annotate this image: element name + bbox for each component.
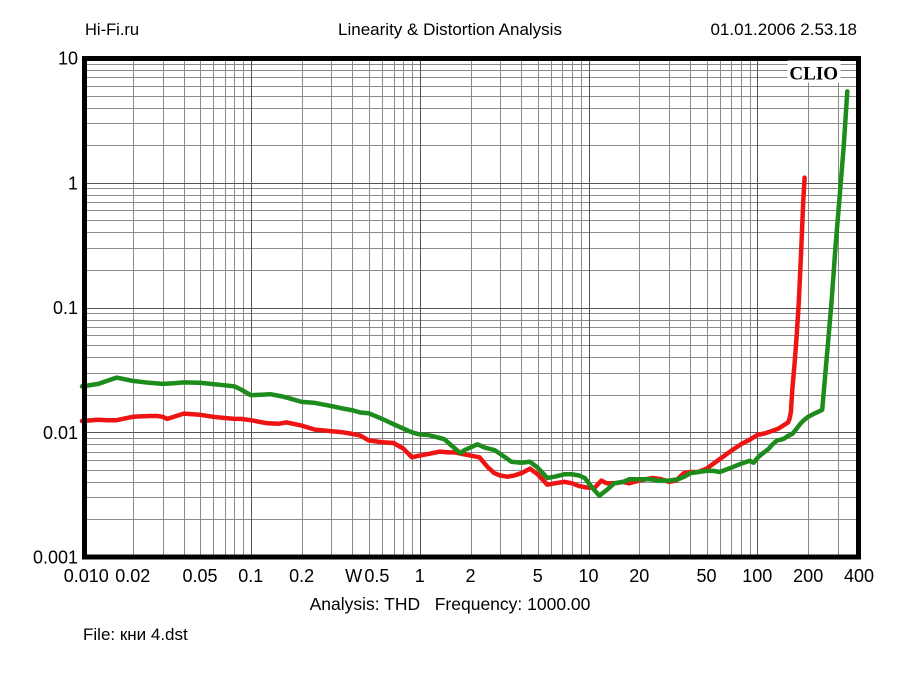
x-tick-label: 2 [465,566,475,586]
grid-major-lines [82,58,859,557]
clio-badge-background [787,60,841,83]
y-tick-label: 1 [68,173,78,193]
clio-brand-label: CLIO [789,64,838,85]
x-tick-label: 0.1 [238,566,263,586]
x-axis-unit-label: W [345,566,362,586]
x-axis-tick-labels: 0.010 0.02 0.05 0.1 0.2 W 0.5 1 2 5 10 20 50 100 200 40… [64,566,874,586]
grid-minor-lines [82,58,860,557]
x-tick-label: 1 [415,566,425,586]
x-tick-label: 10 [578,566,598,586]
clio-brand-badge: CLIO [787,60,841,85]
y-tick-label: 0.1 [53,298,78,318]
timestamp: 01.01.2006 2.53.18 [710,20,857,39]
x-tick-label: 0.02 [115,566,150,586]
y-tick-label: 0.01 [43,423,78,443]
watermark-hifi-ru: Hi-Fi.ru [85,21,140,39]
x-tick-label: 400 [844,566,874,586]
frequency-label: Frequency: 1000.00 [434,594,591,614]
x-tick-label: 20 [629,566,649,586]
analysis-mode-label: Analysis: THD [309,594,421,614]
chart-title: Linearity & Distortion Analysis [338,20,562,39]
green-curve [79,89,850,498]
x-tick-label: 100 [742,566,772,586]
x-tick-label: 200 [793,566,823,586]
x-tick-label: 0.5 [364,566,389,586]
x-tick-label: 5 [533,566,543,586]
x-tick-label: 0.010 [64,566,109,586]
x-tick-label: 0.05 [182,566,217,586]
y-tick-label: 10 [58,49,78,69]
y-tick-label: 0.001 [33,548,78,568]
file-name-label: File: кни 4.dst [83,625,188,644]
analysis-status-line: Analysis: THD Frequency: 1000.00 [0,594,900,614]
x-tick-label: 50 [696,566,716,586]
footer-separator [420,594,435,614]
measurement-curves [79,89,850,498]
x-tick-label: 0.2 [289,566,314,586]
y-axis-tick-labels: 10 1 0.1 0.01 0.001 [33,49,78,568]
plot-border [82,56,861,560]
red-curve [79,175,807,490]
